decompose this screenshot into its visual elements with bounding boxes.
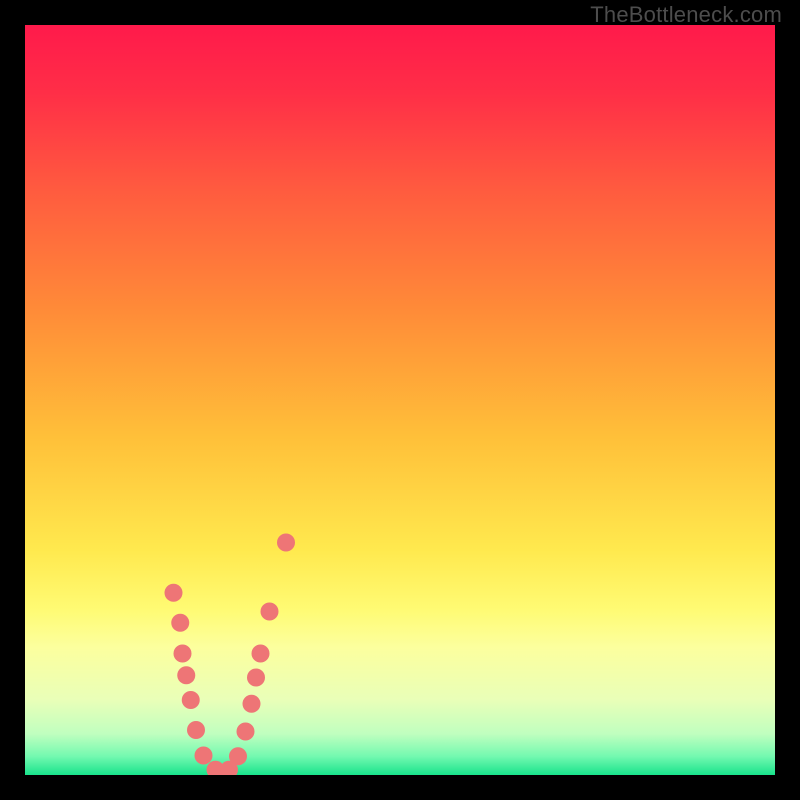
data-marker <box>195 746 213 764</box>
plot-area <box>25 25 775 775</box>
data-marker <box>277 534 295 552</box>
data-marker <box>165 584 183 602</box>
curve-layer <box>25 25 775 775</box>
data-marker <box>187 721 205 739</box>
data-marker <box>247 669 265 687</box>
data-marker <box>171 614 189 632</box>
data-marker <box>174 645 192 663</box>
data-marker <box>261 603 279 621</box>
data-marker <box>252 645 270 663</box>
marker-group <box>165 534 296 776</box>
data-marker <box>182 691 200 709</box>
right-curve <box>218 106 775 770</box>
chart-frame: TheBottleneck.com <box>0 0 800 800</box>
data-marker <box>243 695 261 713</box>
data-marker <box>229 747 247 765</box>
data-marker <box>237 722 255 740</box>
left-curve <box>55 25 218 770</box>
data-marker <box>177 666 195 684</box>
